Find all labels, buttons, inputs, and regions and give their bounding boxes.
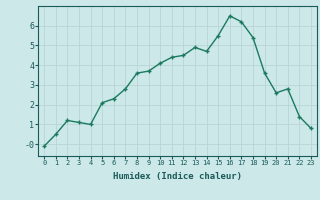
X-axis label: Humidex (Indice chaleur): Humidex (Indice chaleur) — [113, 172, 242, 181]
